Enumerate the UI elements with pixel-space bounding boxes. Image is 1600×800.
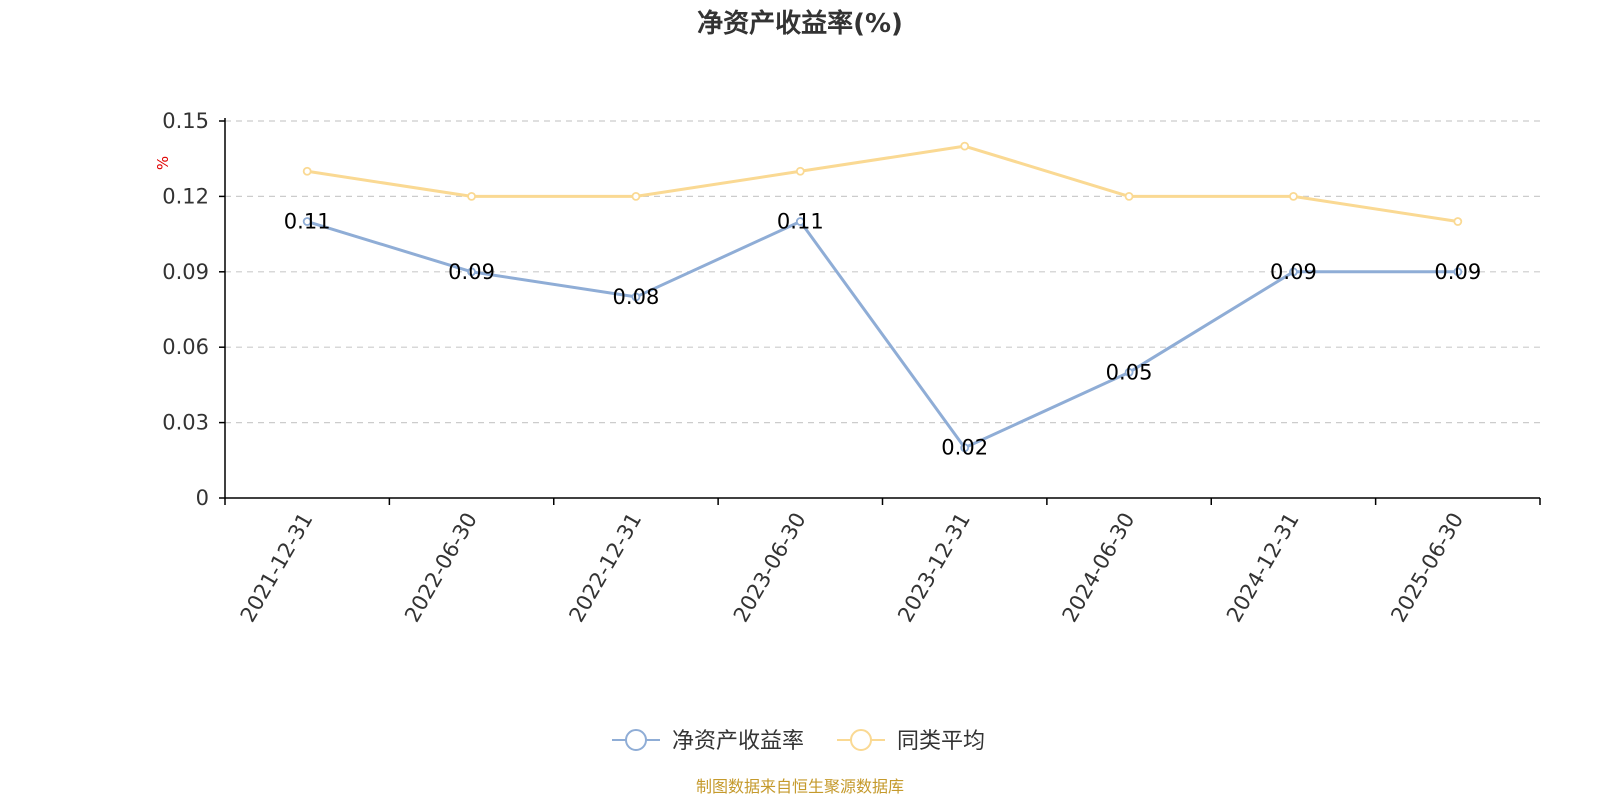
y-tick-label: 0.12 — [162, 184, 209, 208]
legend[interactable]: 净资产收益率 同类平均 — [612, 729, 985, 754]
series-line — [306, 144, 1459, 224]
data-point[interactable] — [1289, 191, 1298, 201]
data-label: 0.09 — [448, 260, 495, 284]
y-tick-label: 0.09 — [162, 260, 209, 284]
data-label: 0.09 — [1270, 260, 1317, 284]
data-point[interactable] — [960, 141, 970, 151]
x-tick-label: 2023-06-30 — [729, 509, 811, 627]
data-point[interactable] — [795, 217, 805, 226]
y-axis-unit: % — [154, 156, 172, 170]
data-label: 0.05 — [1106, 360, 1153, 384]
x-tick-label: 2022-12-31 — [564, 509, 646, 627]
data-point[interactable] — [631, 191, 641, 201]
y-tick-label: 0.06 — [162, 335, 209, 359]
y-tick-label: 0 — [196, 486, 209, 510]
legend-circle-icon — [850, 729, 872, 751]
data-point[interactable] — [302, 166, 312, 176]
x-tick-label: 2022-06-30 — [400, 509, 482, 627]
x-tick-label: 2025-06-30 — [1386, 509, 1468, 627]
legend-circle-icon — [625, 729, 647, 751]
x-tick-label: 2024-06-30 — [1058, 509, 1140, 627]
source-note: 制图数据来自恒生聚源数据库 — [696, 777, 904, 796]
data-label: 0.09 — [1434, 260, 1481, 284]
legend-item[interactable]: 净资产收益率 — [612, 729, 804, 754]
data-point[interactable] — [1453, 267, 1463, 277]
x-tick-label: 2024-12-31 — [1222, 509, 1304, 627]
data-point[interactable] — [1453, 217, 1463, 226]
data-label: 0.08 — [613, 285, 660, 309]
data-point[interactable] — [795, 166, 805, 176]
data-point[interactable] — [467, 191, 476, 201]
data-point[interactable] — [960, 443, 970, 453]
x-tick-label: 2021-12-31 — [236, 509, 318, 627]
data-label: 0.11 — [777, 210, 824, 234]
data-point[interactable] — [467, 267, 476, 277]
data-labels: 0.11 0.09 0.08 0.11 0.02 0.05 0.09 0.09 — [284, 210, 1481, 460]
data-point[interactable] — [1289, 267, 1298, 277]
y-tick-label: 0.15 — [162, 109, 209, 133]
data-label: 0.11 — [284, 210, 331, 234]
series-line — [306, 220, 1458, 450]
data-point[interactable] — [1124, 191, 1134, 201]
data-point[interactable] — [1124, 367, 1134, 377]
data-point[interactable] — [631, 292, 641, 302]
series-lines — [302, 141, 1463, 453]
legend-item[interactable]: 同类平均 — [837, 729, 985, 754]
chart-title: 净资产收益率(%) — [697, 8, 903, 39]
data-point[interactable] — [302, 217, 312, 226]
axes: 0 0.03 0.06 0.09 0.12 0.15 2021-12-31 2022-06-3… — [162, 109, 1541, 627]
legend-label: 同类平均 — [897, 729, 985, 754]
x-tick-label: 2023-12-31 — [893, 509, 975, 627]
legend-label: 净资产收益率 — [672, 729, 804, 754]
y-tick-label: 0.03 — [162, 411, 209, 435]
data-label: 0.02 — [941, 436, 988, 460]
